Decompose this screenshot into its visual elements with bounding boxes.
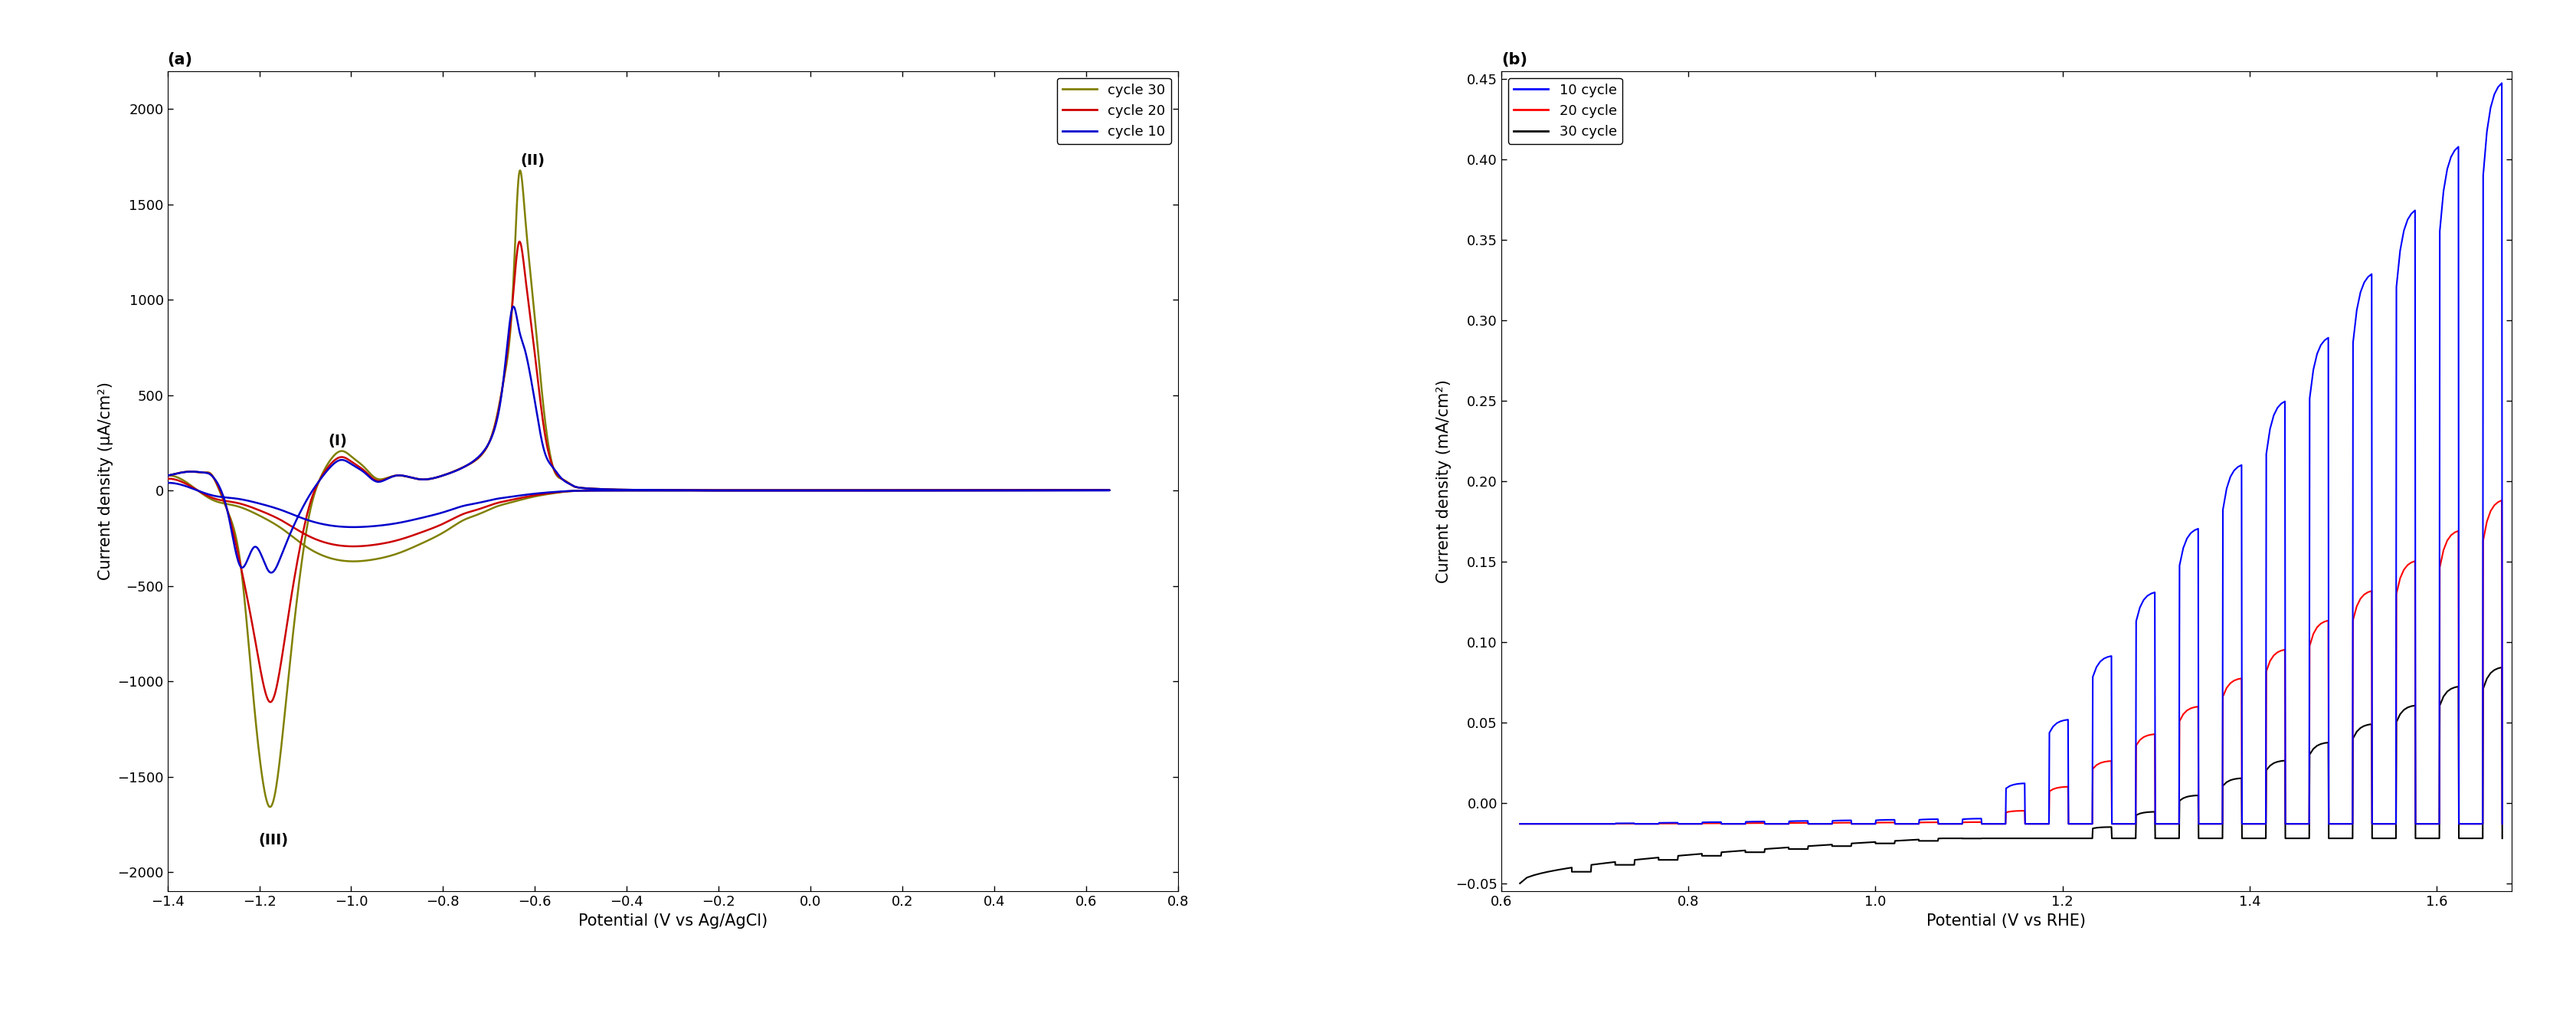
- X-axis label: Potential (V vs Ag/AgCl): Potential (V vs Ag/AgCl): [577, 913, 768, 929]
- Text: (III): (III): [258, 833, 289, 847]
- X-axis label: Potential (V vs RHE): Potential (V vs RHE): [1927, 913, 2087, 929]
- Text: (b): (b): [1502, 53, 1528, 68]
- Text: (I): (I): [327, 434, 348, 449]
- Legend: cycle 30, cycle 20, cycle 10: cycle 30, cycle 20, cycle 10: [1056, 78, 1172, 144]
- Y-axis label: Current density (μA/cm²): Current density (μA/cm²): [98, 382, 113, 580]
- Legend: 10 cycle, 20 cycle, 30 cycle: 10 cycle, 20 cycle, 30 cycle: [1507, 78, 1623, 144]
- Text: (II): (II): [520, 153, 544, 168]
- Text: (a): (a): [167, 53, 193, 68]
- Y-axis label: Current density (mA/cm²): Current density (mA/cm²): [1435, 379, 1450, 583]
